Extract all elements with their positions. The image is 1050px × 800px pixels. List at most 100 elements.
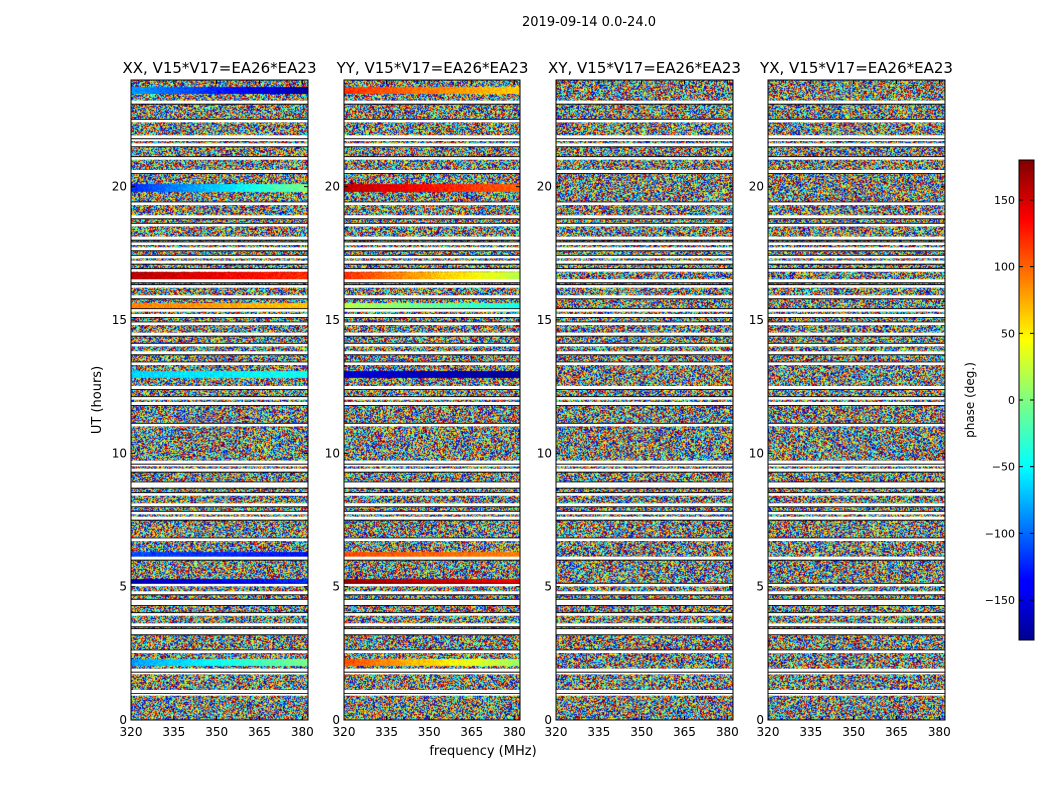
flagged-row bbox=[768, 484, 945, 488]
flagged-row bbox=[556, 650, 733, 653]
flagged-row bbox=[556, 623, 733, 627]
flagged-row bbox=[344, 402, 520, 405]
flagged-row bbox=[768, 362, 945, 365]
flagged-row bbox=[131, 255, 308, 259]
flagged-row bbox=[344, 322, 520, 325]
x-tick-label: 350 bbox=[630, 725, 653, 739]
colorbar-tick-label: 0 bbox=[1008, 394, 1015, 407]
panel-title: XX, V15*V17=EA26*EA23 bbox=[122, 59, 316, 77]
flagged-row bbox=[131, 692, 308, 696]
panel-title: YX, V15*V17=EA26*EA23 bbox=[759, 59, 953, 77]
flagged-row bbox=[131, 484, 308, 488]
flagged-row bbox=[344, 690, 520, 693]
flagged-row bbox=[556, 202, 733, 205]
flagged-row bbox=[344, 314, 520, 317]
flagged-row bbox=[768, 332, 945, 336]
flagged-row bbox=[344, 362, 520, 365]
x-tick-label: 335 bbox=[799, 725, 822, 739]
flagged-row bbox=[131, 223, 308, 227]
flagged-row bbox=[556, 396, 733, 400]
y-ticks: 0 5 10 15 20 bbox=[537, 180, 733, 727]
flagged-row bbox=[768, 295, 945, 299]
y-tick-label: 20 bbox=[325, 180, 340, 194]
flagged-row bbox=[556, 484, 733, 488]
flagged-row bbox=[556, 295, 733, 299]
flagged-row bbox=[556, 308, 733, 312]
flagged-row bbox=[131, 671, 308, 675]
flagged-row bbox=[344, 602, 520, 605]
flagged-row bbox=[344, 223, 520, 227]
flagged-row bbox=[131, 650, 308, 653]
flagged-row bbox=[768, 396, 945, 400]
flagged-row bbox=[131, 631, 308, 635]
flagged-row bbox=[768, 556, 945, 560]
flagged-row bbox=[344, 260, 520, 264]
x-tick-label: 350 bbox=[842, 725, 865, 739]
x-tick-label: 320 bbox=[757, 725, 780, 739]
flagged-row bbox=[344, 631, 520, 635]
flagged-row bbox=[768, 143, 945, 147]
flagged-row bbox=[344, 308, 520, 312]
x-tick-label: 380 bbox=[716, 725, 739, 739]
flagged-row bbox=[556, 138, 733, 141]
flagged-row bbox=[344, 423, 520, 427]
flagged-row bbox=[344, 343, 520, 347]
flagged-row bbox=[768, 236, 945, 240]
flagged-row bbox=[556, 511, 733, 515]
flagged-row bbox=[768, 516, 945, 520]
y-tick-label: 15 bbox=[537, 313, 552, 327]
flagged-row bbox=[768, 156, 945, 160]
flagged-row bbox=[556, 119, 733, 123]
x-tick-label: 380 bbox=[291, 725, 314, 739]
y-tick-label: 15 bbox=[749, 313, 764, 327]
flagged-row bbox=[131, 156, 308, 160]
flagged-row bbox=[344, 628, 520, 632]
flagged-row bbox=[556, 612, 733, 616]
flagged-row bbox=[768, 119, 945, 123]
axes-frame bbox=[130, 79, 309, 721]
flagged-row bbox=[768, 343, 945, 347]
flagged-row bbox=[131, 314, 308, 317]
flagged-row bbox=[556, 268, 733, 272]
x-axis-label: frequency (MHz) bbox=[429, 744, 536, 759]
flagged-row bbox=[556, 463, 733, 467]
flagged-row bbox=[131, 583, 308, 587]
flagged-row bbox=[344, 332, 520, 336]
flagged-row bbox=[768, 583, 945, 587]
flagged-row bbox=[131, 119, 308, 123]
flagged-row bbox=[344, 215, 520, 219]
flagged-row bbox=[556, 628, 733, 632]
x-tick-label: 320 bbox=[545, 725, 568, 739]
colorbar-tick-label: −100 bbox=[985, 527, 1015, 540]
flagged-row bbox=[131, 322, 308, 325]
flagged-row bbox=[768, 308, 945, 312]
flagged-row bbox=[768, 255, 945, 259]
flagged-row bbox=[344, 156, 520, 160]
flagged-row bbox=[768, 503, 945, 507]
flagged-row bbox=[344, 284, 520, 288]
flagged-row bbox=[344, 100, 520, 104]
y-tick-label: 20 bbox=[537, 180, 552, 194]
flagged-row bbox=[344, 268, 520, 272]
y-axis-label: UT (hours) bbox=[90, 366, 105, 434]
flagged-row bbox=[556, 602, 733, 605]
flagged-row bbox=[344, 202, 520, 205]
flagged-row bbox=[556, 631, 733, 635]
flagged-row bbox=[131, 343, 308, 347]
flagged-row bbox=[344, 612, 520, 616]
flagged-row bbox=[131, 100, 308, 104]
flagged-row bbox=[131, 268, 308, 272]
flagged-row bbox=[131, 628, 308, 632]
flagged-row bbox=[131, 135, 308, 139]
y-tick-label: 0 bbox=[332, 713, 340, 727]
flagged-row bbox=[556, 242, 733, 245]
y-tick-label: 0 bbox=[756, 713, 764, 727]
flagged-row bbox=[556, 492, 733, 496]
flagged-row bbox=[344, 386, 520, 389]
x-tick-label: 350 bbox=[205, 725, 228, 739]
flagged-row bbox=[768, 279, 945, 283]
x-ticks: 320 335 350 365 380 bbox=[333, 80, 526, 739]
axes-frame bbox=[555, 79, 734, 721]
flagged-row bbox=[344, 583, 520, 587]
panel-yy: YY, V15*V17=EA26*EA23 320 335 350 365 380 0 5… bbox=[325, 59, 537, 759]
